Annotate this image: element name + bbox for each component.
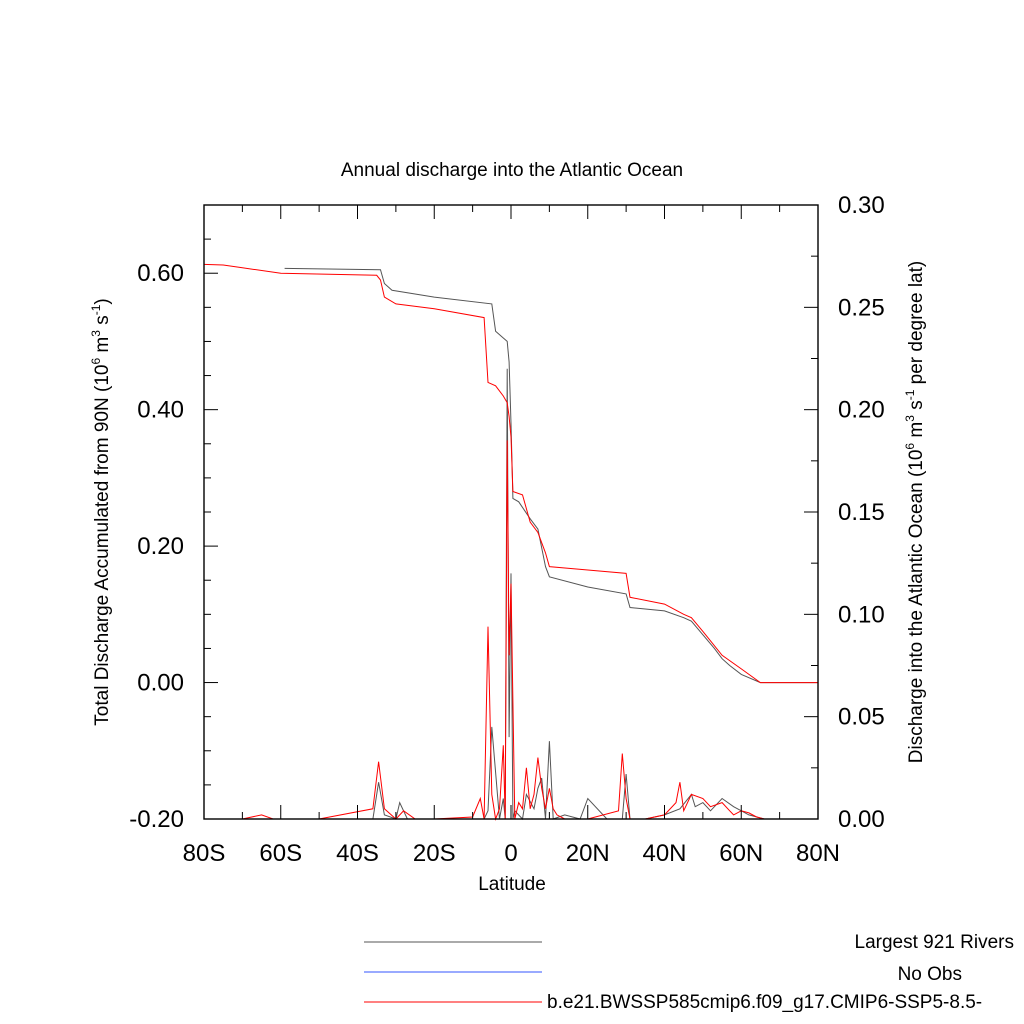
y-right-tick-label: 0.25 xyxy=(838,294,885,321)
series-line-largest-921-rivers xyxy=(284,267,818,684)
spike-line-b-e21-bwssp585cmip6-f09-g17-cmip6-ssp5-8-5 xyxy=(204,440,818,821)
legend-label-ssp585: b.e21.BWSSP585cmip6.f09_g17.CMIP6-SSP5-8… xyxy=(547,992,982,1013)
legend-label-no-obs: No Obs xyxy=(898,964,962,985)
chart-title: Annual discharge into the Atlantic Ocean xyxy=(341,160,683,181)
y-right-tick-label: 0.20 xyxy=(838,397,885,424)
legend: Largest 921 Rivers No Obs b.e21.BWSSP585… xyxy=(364,932,1014,1013)
x-tick-label: 40S xyxy=(336,840,379,867)
x-tick-label: 20S xyxy=(413,840,456,867)
y-left-axis-label: Total Discharge Accumulated from 90N (10… xyxy=(89,298,113,725)
axis-ticks: 80S 60S 40S 20S 0 20N 40N 60N 80N -0.20 0.00 0.20 0.… xyxy=(129,192,884,867)
y-right-tick-label: 0.00 xyxy=(838,806,885,833)
x-tick-label: 80N xyxy=(796,840,840,867)
x-axis-label: Latitude xyxy=(478,874,546,895)
x-tick-label: 40N xyxy=(642,840,686,867)
y-right-tick-label: 0.10 xyxy=(838,601,885,628)
y-right-tick-label: 0.15 xyxy=(838,499,885,526)
series-line-b-e21-bwssp585cmip6-f09-g17-cmip6-ssp5-8-5 xyxy=(203,263,818,684)
y-right-tick-label: 0.30 xyxy=(838,192,885,219)
x-tick-label: 20N xyxy=(566,840,610,867)
plot-area xyxy=(203,263,818,821)
y-right-tick-label: 0.05 xyxy=(838,704,885,731)
y-left-tick-label: 0.60 xyxy=(137,260,184,287)
y-left-tick-label: 0.40 xyxy=(137,397,184,424)
y-right-axis-label: Discharge into the Atlantic Ocean (106 m… xyxy=(903,261,927,763)
x-tick-label: 60N xyxy=(719,840,763,867)
x-tick-label: 0 xyxy=(504,840,517,867)
y-left-tick-label: 0.20 xyxy=(137,533,184,560)
y-left-tick-label: -0.20 xyxy=(129,806,184,833)
legend-label-largest-rivers: Largest 921 Rivers xyxy=(855,932,1014,953)
y-left-tick-label: 0.00 xyxy=(137,670,184,697)
x-tick-label: 60S xyxy=(259,840,302,867)
plot-frame xyxy=(203,204,819,820)
x-tick-label: 80S xyxy=(183,840,226,867)
